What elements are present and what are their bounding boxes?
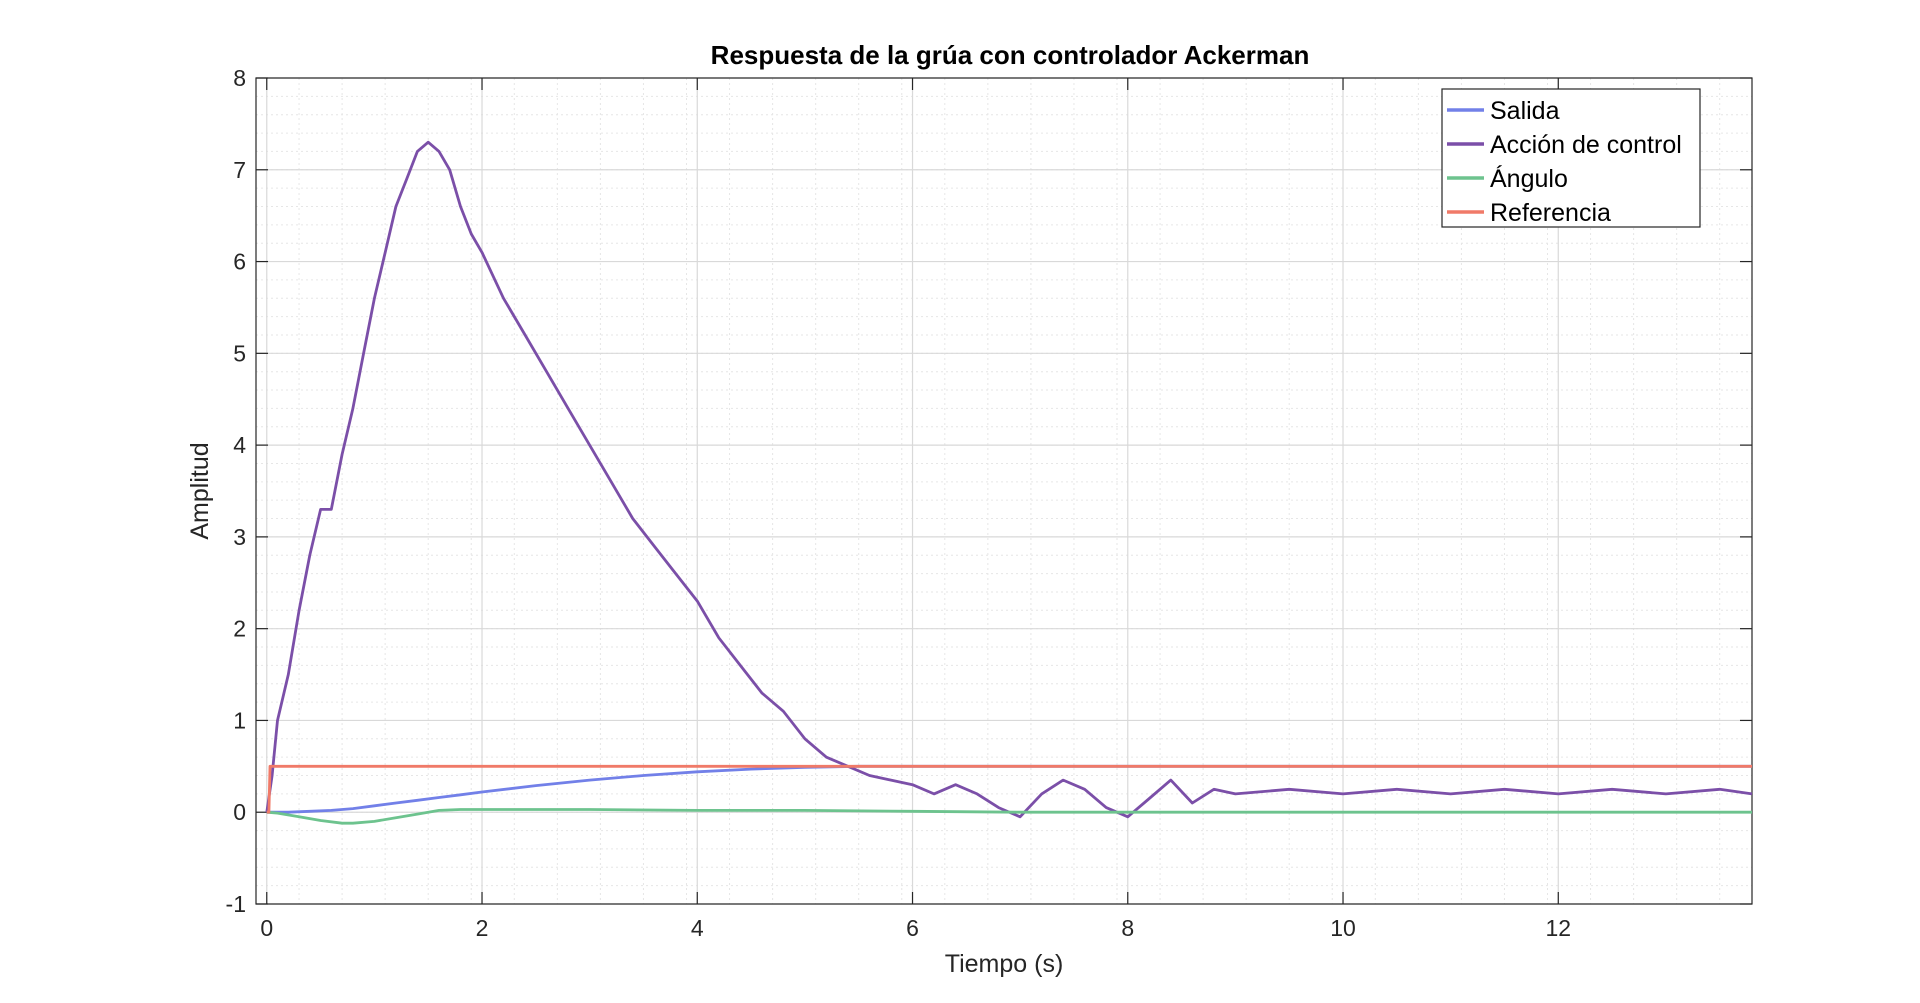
x-axis-label: Tiempo (s) [945, 950, 1064, 978]
legend-label: Acción de control [1490, 131, 1682, 159]
legend-label: Salida [1490, 97, 1560, 125]
legend-label: Referencia [1490, 199, 1611, 227]
x-tick-label: 12 [1545, 915, 1571, 941]
y-tick-label: 6 [233, 249, 246, 275]
x-tick-label: 2 [476, 915, 489, 941]
y-tick-label: 7 [233, 157, 246, 183]
y-tick-label: 1 [233, 707, 246, 733]
x-tick-label: 4 [691, 915, 704, 941]
legend-label: Ángulo [1490, 164, 1568, 193]
y-tick-label: 2 [233, 616, 246, 642]
series-line-referencia [266, 764, 1752, 814]
series-line-acci-n-de-control [265, 140, 1753, 819]
series-lines [265, 140, 1753, 825]
series-line-salida [266, 764, 1752, 814]
chart-title: Respuesta de la grúa con controlador Ack… [711, 40, 1310, 70]
legend-box [1441, 88, 1701, 228]
x-tick-label: 10 [1330, 915, 1356, 941]
x-tick-label: 0 [260, 915, 273, 941]
y-tick-label: 3 [233, 524, 246, 550]
x-tick-label: 8 [1121, 915, 1134, 941]
x-tick-label: 6 [906, 915, 919, 941]
y-tick-label: 5 [233, 340, 246, 366]
legend: Salida Acción de control Ángulo Referencia [1441, 88, 1701, 228]
y-tick-label: 8 [233, 65, 246, 91]
y-tick-label: -1 [226, 891, 246, 917]
plot-frame [255, 77, 1753, 905]
y-axis-label: Amplitud [186, 442, 214, 539]
y-tick-label: 0 [233, 799, 246, 825]
series-line--ngulo [266, 808, 1752, 825]
y-tick-label: 4 [233, 432, 246, 458]
